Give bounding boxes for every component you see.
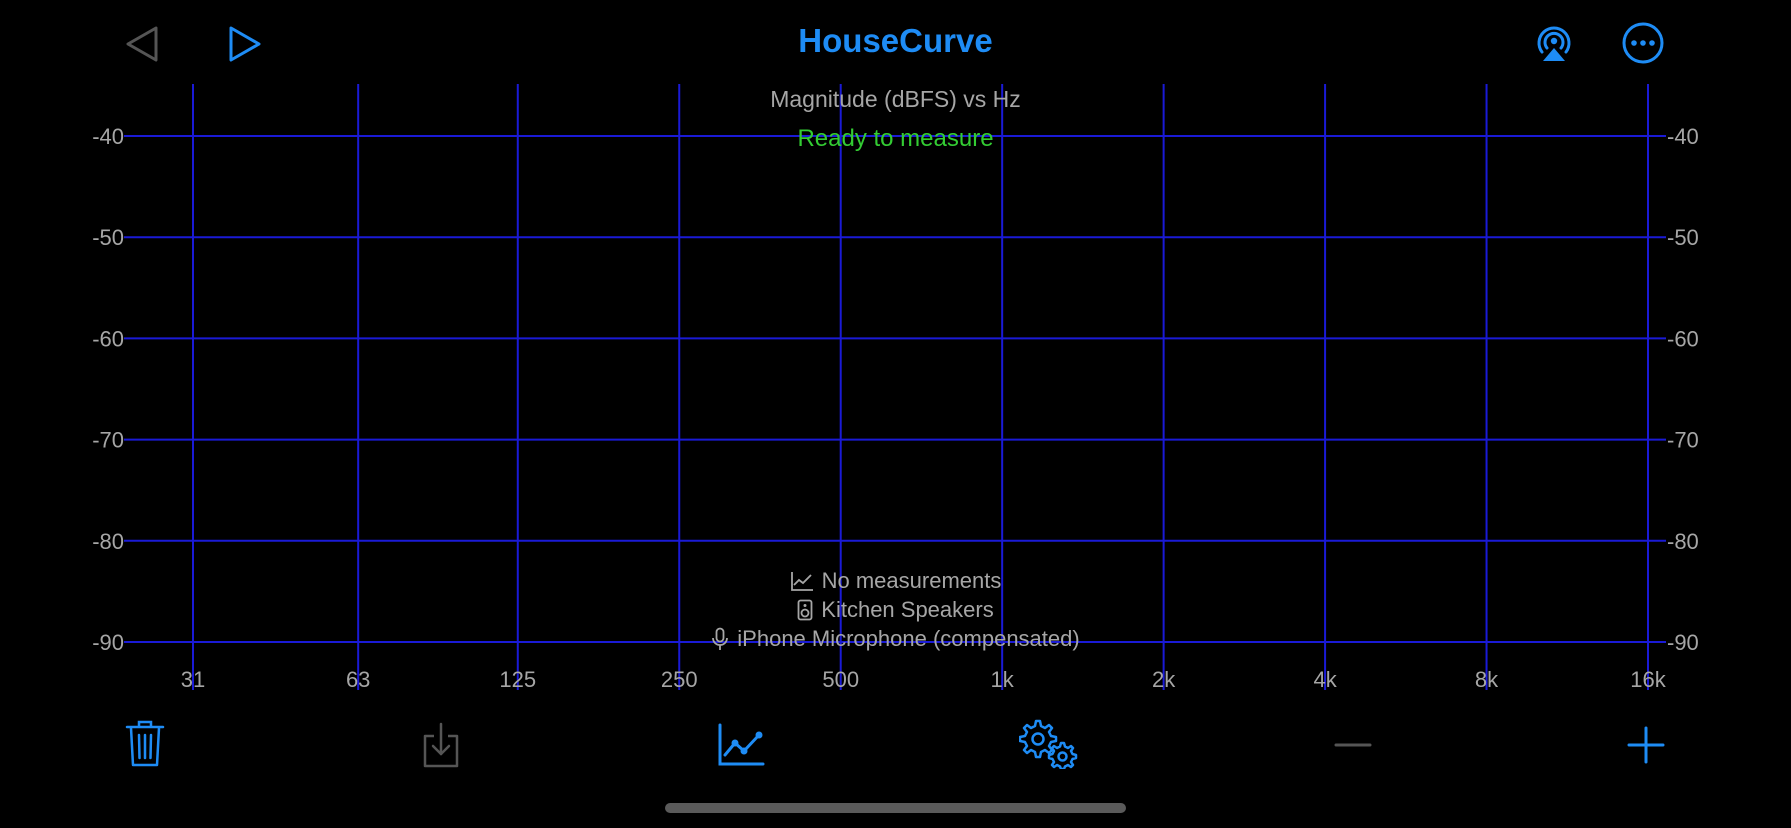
microphone-info: iPhone Microphone (compensated) [0,626,1791,652]
zoom-in-button[interactable] [1625,724,1667,766]
x-tick-label: 4k [1313,667,1337,692]
minus-icon [1334,743,1372,747]
y-tick-label-left: -80 [92,529,124,554]
x-tick-label: 1k [991,667,1015,692]
magnitude-chart[interactable]: 31 63 125 250 500 1k 2k 4k 8k 16k -40 -40 -50 -50 -60 -… [0,0,1791,700]
more-ellipsis-icon [1622,22,1664,64]
app-title: HouseCurve [798,22,993,59]
measurements-label: No measurements [821,568,1002,593]
y-tick-label-right: -60 [1667,326,1699,351]
graph-view-button[interactable] [715,720,767,770]
import-button[interactable] [416,720,466,770]
more-button[interactable] [1621,21,1665,65]
y-tick-label-right: -50 [1667,225,1699,250]
back-button[interactable] [122,22,162,66]
x-tick-label: 8k [1475,667,1499,692]
gears-icon [1019,719,1078,769]
y-tick-label-right: -70 [1667,428,1699,453]
y-tick-label-left: -50 [92,225,124,250]
airplay-audio-icon [1537,26,1571,61]
zoom-out-button[interactable] [1330,728,1376,762]
y-tick-label-left: -60 [92,326,124,351]
x-tick-label: 63 [346,667,370,692]
airplay-button[interactable] [1532,21,1576,65]
play-button[interactable] [225,22,265,66]
trash-icon [125,720,165,767]
chart-line-small-icon [790,570,814,592]
speaker-info: Kitchen Speakers [0,597,1791,623]
y-tick-label-right: -90 [1667,630,1699,655]
y-tick-label-right: -40 [1667,124,1699,149]
measurements-info: No measurements [0,568,1791,594]
microphone-label: iPhone Microphone (compensated) [737,626,1080,651]
delete-button[interactable] [121,718,169,770]
import-icon [423,722,459,768]
y-tick-label-left: -70 [92,428,124,453]
plus-icon [1627,726,1665,764]
status-text: Ready to measure [797,125,994,152]
home-indicator [665,803,1126,813]
x-tick-label: 31 [181,667,205,692]
chart-title: Magnitude (dBFS) vs Hz [770,86,1021,112]
speaker-label: Kitchen Speakers [821,597,994,622]
x-tick-label: 16k [1630,667,1666,692]
y-tick-label-right: -80 [1667,529,1699,554]
settings-button[interactable] [1018,718,1080,770]
microphone-icon [711,627,729,651]
x-tick-label: 125 [499,667,536,692]
x-tick-label: 250 [661,667,698,692]
y-tick-label-left: -90 [92,630,124,655]
x-tick-label: 500 [822,667,859,692]
speaker-icon [797,599,813,621]
x-tick-label: 2k [1152,667,1176,692]
play-icon [229,26,261,62]
triangle-left-icon [126,26,158,62]
y-tick-label-left: -40 [92,124,124,149]
chart-line-icon [718,723,765,766]
